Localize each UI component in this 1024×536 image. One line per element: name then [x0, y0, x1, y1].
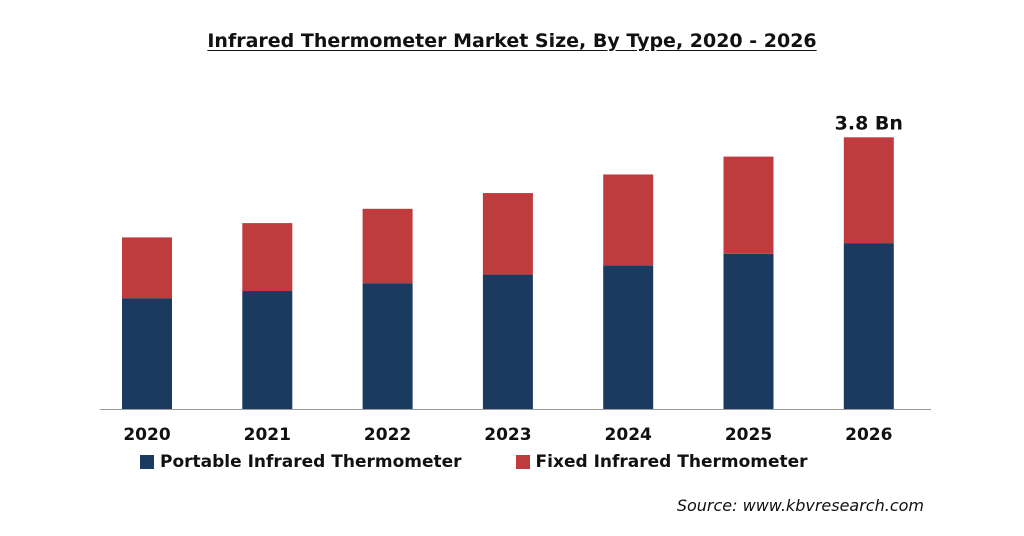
legend-item-portable: Portable Infrared Thermometer [140, 452, 462, 472]
bar-fixed-2024 [603, 174, 654, 266]
chart-title: Infrared Thermometer Market Size, By Typ… [207, 30, 817, 52]
legend-swatch-portable [140, 455, 154, 469]
x-tick-label-2020: 2020 [123, 425, 170, 445]
x-tick-label-2024: 2024 [605, 425, 652, 445]
x-tick-label-2021: 2021 [244, 425, 291, 445]
chart-legend: Portable Infrared Thermometer Fixed Infr… [140, 452, 862, 472]
source-text: Source: www.kbvresearch.com [676, 496, 924, 515]
legend-label-portable: Portable Infrared Thermometer [160, 452, 462, 472]
x-tick-label-2022: 2022 [364, 425, 411, 445]
bar-portable-2023 [482, 274, 533, 409]
bar-portable-2020 [122, 298, 172, 409]
legend-swatch-fixed [515, 455, 530, 469]
x-tick-label-2025: 2025 [725, 425, 772, 445]
bar-fixed-2026 [843, 137, 894, 244]
bar-portable-2025 [723, 253, 774, 409]
bar-portable-2022 [362, 283, 413, 409]
bar-fixed-2023 [482, 193, 533, 275]
x-tick-label-2023: 2023 [484, 425, 531, 445]
bar-fixed-2020 [122, 237, 172, 299]
x-tick-label-2026: 2026 [845, 425, 892, 445]
bar-portable-2026 [843, 243, 894, 409]
legend-label-fixed: Fixed Infrared Thermometer [535, 452, 808, 472]
legend-item-fixed: Fixed Infrared Thermometer [515, 452, 808, 472]
bar-fixed-2022 [362, 208, 413, 284]
bar-fixed-2025 [723, 156, 774, 254]
bar-fixed-2021 [242, 223, 293, 292]
bar-portable-2021 [242, 291, 293, 409]
bar-portable-2024 [603, 265, 654, 409]
data-label-2026: 3.8 Bn [835, 112, 903, 134]
